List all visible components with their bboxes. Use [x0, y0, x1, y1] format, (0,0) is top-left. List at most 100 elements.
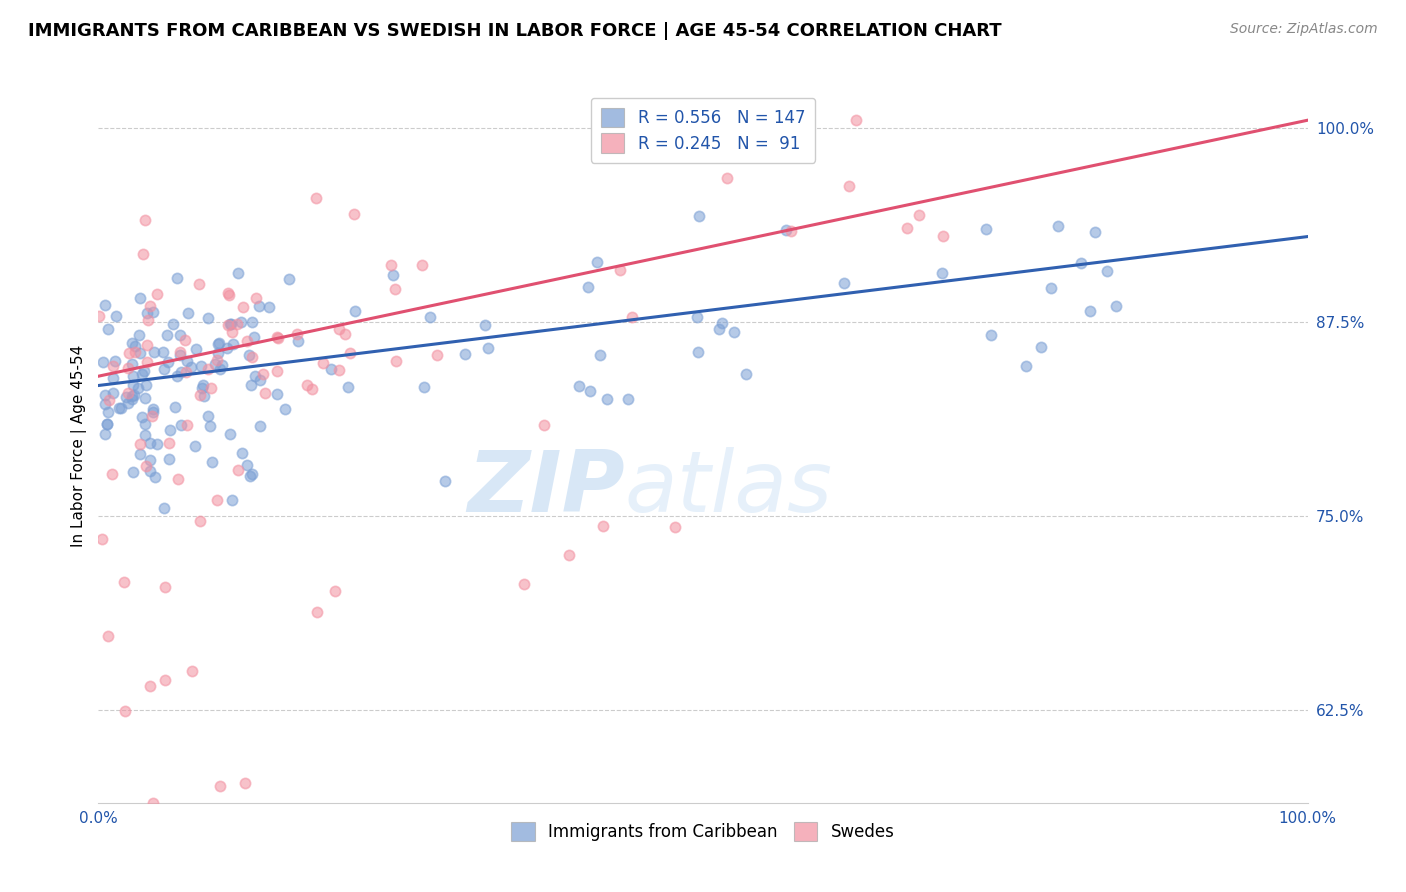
Point [170, 365, 193, 379]
Point [96, 417, 118, 431]
Point [328, 322, 350, 336]
Point [134, 391, 156, 405]
Point [97, 321, 120, 335]
Point [568, 379, 591, 393]
Point [1104, 299, 1126, 313]
Point [219, 317, 242, 331]
Point [152, 344, 174, 359]
Point [688, 344, 710, 359]
Point [142, 796, 165, 810]
Point [193, 389, 215, 403]
Point [735, 367, 758, 381]
Point [837, 179, 859, 194]
Point [219, 426, 242, 441]
Point [142, 305, 165, 319]
Point [103, 370, 125, 384]
Point [245, 291, 267, 305]
Point [104, 354, 127, 368]
Point [201, 455, 224, 469]
Point [115, 390, 138, 404]
Point [240, 315, 263, 329]
Point [162, 317, 184, 331]
Point [142, 405, 165, 419]
Point [252, 367, 274, 381]
Point [139, 464, 162, 478]
Point [153, 580, 176, 594]
Point [131, 367, 153, 381]
Point [135, 458, 157, 473]
Point [328, 363, 350, 377]
Point [579, 384, 602, 399]
Point [243, 368, 266, 383]
Point [107, 401, 129, 416]
Point [240, 351, 263, 365]
Point [207, 493, 229, 508]
Point [114, 704, 136, 718]
Point [226, 463, 249, 477]
Text: ZIP: ZIP [467, 447, 624, 531]
Point [382, 268, 405, 283]
Point [756, 130, 779, 145]
Point [218, 317, 240, 331]
Point [221, 493, 243, 508]
Point [686, 310, 709, 324]
Point [1029, 340, 1052, 354]
Point [104, 310, 127, 324]
Point [166, 472, 188, 486]
Point [222, 337, 245, 351]
Point [132, 363, 155, 377]
Point [1015, 359, 1038, 373]
Point [146, 287, 169, 301]
Point [176, 365, 198, 379]
Point [94, 397, 117, 411]
Point [596, 392, 619, 406]
Point [117, 396, 139, 410]
Point [121, 392, 143, 407]
Point [190, 359, 212, 374]
Point [621, 310, 644, 324]
Point [180, 359, 202, 374]
Point [239, 469, 262, 483]
Point [301, 382, 323, 396]
Point [117, 346, 139, 360]
Point [136, 337, 159, 351]
Point [592, 519, 614, 533]
Point [533, 417, 555, 432]
Point [426, 348, 449, 362]
Point [139, 679, 162, 693]
Point [131, 247, 153, 261]
Point [454, 347, 477, 361]
Point [243, 329, 266, 343]
Point [434, 474, 457, 488]
Point [169, 328, 191, 343]
Point [184, 342, 207, 356]
Point [413, 379, 436, 393]
Point [188, 514, 211, 528]
Point [233, 776, 256, 790]
Point [274, 402, 297, 417]
Point [129, 447, 152, 461]
Point [122, 465, 145, 479]
Point [136, 312, 159, 326]
Point [166, 369, 188, 384]
Point [638, 136, 661, 150]
Point [134, 428, 156, 442]
Point [173, 333, 195, 347]
Point [156, 328, 179, 343]
Point [747, 124, 769, 138]
Point [236, 334, 259, 348]
Point [716, 171, 738, 186]
Point [295, 377, 318, 392]
Point [124, 339, 146, 353]
Point [135, 355, 157, 369]
Point [141, 409, 163, 423]
Point [278, 272, 301, 286]
Point [1070, 256, 1092, 270]
Point [576, 280, 599, 294]
Y-axis label: In Labor Force | Age 45-54: In Labor Force | Age 45-54 [72, 345, 87, 547]
Point [121, 389, 143, 403]
Point [122, 378, 145, 392]
Point [187, 277, 209, 291]
Point [131, 409, 153, 424]
Point [775, 223, 797, 237]
